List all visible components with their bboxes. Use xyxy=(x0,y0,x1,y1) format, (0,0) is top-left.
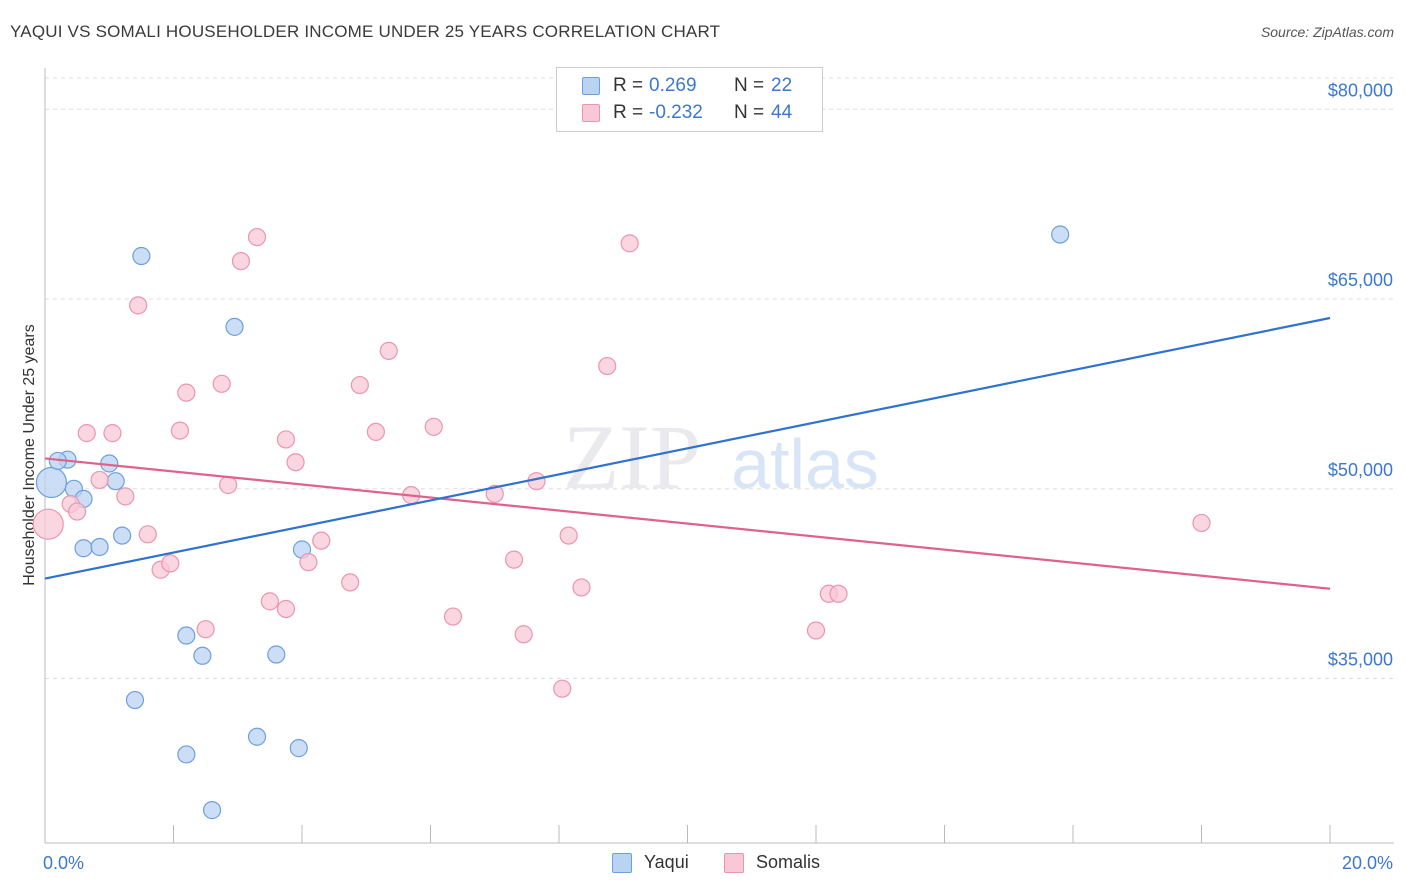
yaqui-point xyxy=(106,472,125,491)
stats-legend: R = 0.269 N = 22 R = -0.232 N = 44 xyxy=(556,67,823,132)
somali-point xyxy=(138,525,157,544)
yaqui-n-label: N = xyxy=(734,75,765,96)
y-tick-label: $50,000 xyxy=(1328,460,1393,480)
yaqui-point xyxy=(132,246,151,266)
somali-point xyxy=(620,234,639,253)
somali-point xyxy=(559,526,578,545)
yaqui-point xyxy=(202,801,222,820)
somali-point xyxy=(572,578,591,597)
somali-point xyxy=(1192,513,1211,533)
somali-point xyxy=(177,383,196,402)
somali-point xyxy=(806,621,826,640)
watermark-zip: ZIP xyxy=(563,406,701,508)
somali-n-value: 44 xyxy=(771,102,793,123)
y-tick-label: $80,000 xyxy=(1328,80,1393,100)
somali-trend-line xyxy=(44,457,1331,590)
somali-point xyxy=(276,599,296,619)
somali-point xyxy=(77,424,96,443)
y-tick-label: $65,000 xyxy=(1328,270,1393,290)
somali-n-label: N = xyxy=(734,102,765,123)
somali-point xyxy=(212,374,231,393)
bottom-somali-label: Somalis xyxy=(756,852,821,872)
somali-point xyxy=(485,484,504,503)
somali-point xyxy=(196,620,215,639)
somali-swatch xyxy=(582,104,600,122)
somali-point xyxy=(829,584,848,603)
somali-point xyxy=(90,470,109,490)
somali-point xyxy=(553,679,572,698)
somali-point xyxy=(424,417,443,436)
somali-point xyxy=(366,422,385,441)
yaqui-trend-line xyxy=(44,316,1331,580)
somali-point xyxy=(443,607,463,626)
somali-point xyxy=(219,475,238,495)
somali-point xyxy=(341,573,360,592)
yaqui-point xyxy=(289,739,308,758)
bottom-yaqui-label: Yaqui xyxy=(644,852,689,872)
watermark-atlas: atlas xyxy=(731,425,879,503)
somali-point xyxy=(129,296,148,315)
somali-point xyxy=(379,341,398,360)
somali-point xyxy=(286,453,305,472)
x-tick-label-left: 0.0% xyxy=(43,853,84,873)
somali-r-value: -0.232 xyxy=(649,102,703,123)
chart-title: YAQUI VS SOMALI HOUSEHOLDER INCOME UNDER… xyxy=(10,22,721,41)
somali-point xyxy=(170,421,190,440)
bottom-yaqui-swatch xyxy=(612,853,632,873)
somali-point xyxy=(161,554,180,573)
yaqui-r-value: 0.269 xyxy=(649,75,697,96)
yaqui-point xyxy=(125,690,145,710)
somali-point xyxy=(260,592,279,611)
watermark: ZIP atlas xyxy=(563,406,879,508)
yaqui-r-label: R = xyxy=(613,75,644,96)
y-tick-label: $35,000 xyxy=(1328,650,1393,670)
bottom-somali-swatch xyxy=(724,853,744,873)
somali-point xyxy=(350,375,369,395)
somali-point xyxy=(514,625,533,644)
source-label: Source: ZipAtlas.com xyxy=(1260,24,1394,40)
somali-point xyxy=(299,553,318,572)
somali-point xyxy=(312,531,331,550)
yaqui-point xyxy=(177,626,196,645)
somali-point xyxy=(276,430,296,449)
yaqui-point xyxy=(267,645,286,664)
yaqui-point xyxy=(90,537,109,557)
yaqui-point xyxy=(193,646,212,665)
somali-point xyxy=(504,550,524,569)
yaqui-point xyxy=(1051,225,1070,244)
somali-point xyxy=(68,502,87,521)
yaqui-point xyxy=(225,317,244,336)
somali-point xyxy=(598,356,617,376)
yaqui-point xyxy=(177,745,196,764)
yaqui-point xyxy=(247,727,267,746)
yaqui-point xyxy=(112,526,132,545)
somali-r-label: R = xyxy=(613,102,644,123)
yaqui-point xyxy=(74,539,93,558)
somali-point xyxy=(116,487,135,506)
somali-point xyxy=(247,227,267,247)
yaqui-point xyxy=(35,466,68,499)
yaqui-n-value: 22 xyxy=(771,75,793,96)
x-tick-label-right: 20.0% xyxy=(1342,853,1393,873)
somali-point xyxy=(103,424,122,443)
somali-point xyxy=(32,508,64,540)
somali-point xyxy=(231,251,251,271)
yaqui-swatch xyxy=(582,77,600,95)
